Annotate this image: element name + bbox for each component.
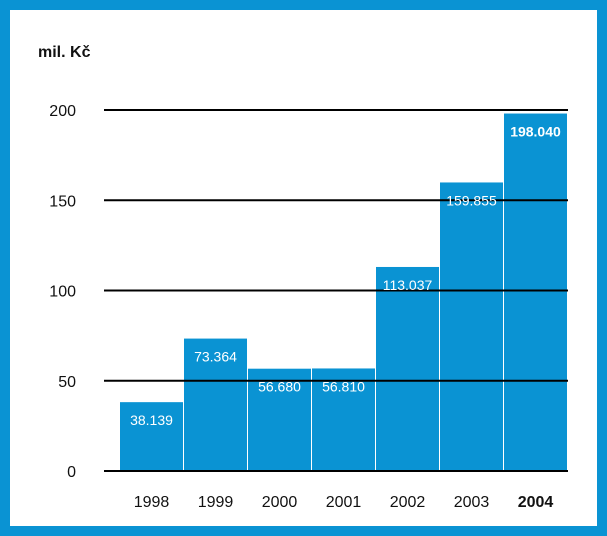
x-tick-label-1998: 1998 [134,494,170,511]
data-label-2002: 113.037 [383,277,433,293]
x-tick-label-2002: 2002 [390,494,426,511]
bar-2001 [312,368,375,471]
x-tick-label-2000: 2000 [262,494,298,511]
data-label-2000: 56.680 [258,379,301,395]
data-label-2001: 56.810 [322,378,365,394]
y-tick-label-200: 200 [49,103,76,120]
bar-2000 [248,368,311,471]
data-label-2004: 198.040 [510,124,561,140]
bar-2002 [376,266,439,471]
y-tick-label-100: 100 [49,284,76,301]
y-tick-label-50: 50 [58,374,76,391]
y-tick-label-150: 150 [49,193,76,210]
y-axis-unit-label: mil. Kč [38,44,91,61]
bar-1999 [184,338,247,471]
bar-2003 [440,182,503,471]
x-axis-ticks: 1998 1999 2000 2001 2002 2003 2004 [134,494,554,511]
data-label-1998: 38.139 [130,412,173,428]
y-axis-ticks: 0 50 100 150 200 [49,103,76,481]
bar-2004 [504,113,567,471]
data-label-1999: 73.364 [194,349,237,365]
x-tick-label-2004: 2004 [518,494,554,511]
x-tick-label-2001: 2001 [326,494,362,511]
data-label-2003: 159.855 [446,192,497,208]
x-tick-label-1999: 1999 [198,494,234,511]
bars [120,113,567,471]
x-tick-label-2003: 2003 [454,494,490,511]
bar-1998 [120,402,183,471]
gridlines [104,109,568,472]
data-labels: 38.139 73.364 56.680 56.810 113.037 159.855 19… [130,124,561,429]
y-tick-label-0: 0 [67,464,76,481]
